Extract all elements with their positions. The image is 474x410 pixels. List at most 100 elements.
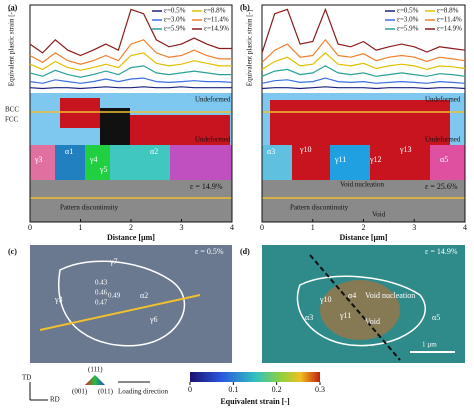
ipf-label: (111) (88, 366, 103, 374)
sem-image (262, 180, 465, 222)
loading-label: Loading direction (118, 388, 168, 396)
undeformed-label: Undeformed (425, 96, 461, 104)
void-nucleation: Void nucleation (365, 291, 415, 300)
legend-label: ε=5.9% (397, 25, 419, 33)
series-line (29, 65, 232, 78)
grain-label: γ3 (54, 295, 63, 304)
y-axis-label: Equivalent plastic strain [-] (8, 10, 16, 86)
series-line (29, 39, 232, 65)
legend-label: ε=14.9% (204, 25, 229, 33)
colorbar-tick-label: 0 (188, 385, 192, 394)
legend-label: ε=5.9% (164, 25, 186, 33)
void-nucleation: Void nucleation (340, 181, 385, 189)
grain-label: γ13 (399, 145, 412, 154)
series-line (261, 38, 466, 63)
grain (110, 145, 170, 180)
scan-line (39, 294, 201, 331)
series-line (261, 7, 466, 54)
x-axis-label: Distance [µm] (340, 233, 388, 242)
x-tick-label: 3 (180, 223, 184, 232)
factor-label: 0.46 (95, 289, 108, 297)
series-line (29, 8, 232, 57)
legend-label: ε=14.9% (437, 25, 462, 33)
colorbar-tick-label: 0.2 (272, 385, 282, 394)
grain-label: γ11 (334, 155, 346, 164)
grain-label: γ10 (319, 295, 332, 304)
grain-label: γ7 (109, 257, 118, 266)
y-axis-label: Equivalent plastic strain [-] (246, 10, 254, 86)
grain (55, 145, 85, 180)
x-tick-label: 1 (311, 223, 315, 232)
factor-label: 0.49 (108, 292, 121, 300)
rd-label: RD (50, 396, 60, 404)
ipf-label: (001) (72, 388, 88, 396)
x-tick-label: 3 (412, 223, 416, 232)
void-label: Void (365, 317, 380, 326)
grain-label: α2 (150, 147, 158, 156)
grain-label: γ5 (99, 165, 108, 174)
grain-label: γ6 (149, 315, 158, 324)
colorbar (190, 372, 320, 382)
strain-label: ε = 14.9% (190, 182, 223, 191)
grain (170, 145, 232, 180)
panel-label: (a) (8, 3, 18, 12)
strain-hotspot (320, 280, 400, 340)
colorbar-label: Equivalent strain [-] (220, 397, 290, 406)
legend-label: ε=11.4% (204, 16, 229, 24)
grain (262, 145, 292, 180)
grain-label: γ12 (369, 155, 382, 164)
strain-label: ε = 25.6% (425, 182, 458, 191)
grain-label: γ11 (339, 311, 351, 320)
grain-label: α4 (348, 291, 356, 300)
phase-label: BCC (5, 106, 19, 114)
series-line (261, 52, 466, 71)
grain-label: α5 (440, 155, 448, 164)
x-tick-label: 4 (230, 223, 234, 232)
series-line (29, 52, 232, 71)
grain-label: α3 (267, 147, 275, 156)
dashed-line (309, 254, 401, 361)
grain-label: γ4 (89, 155, 98, 164)
ipf-label: (011) (98, 388, 114, 396)
grain-label: α5 (432, 313, 440, 322)
legend-label: ε=0.5% (397, 7, 419, 15)
grain-boundary (57, 260, 186, 347)
void-label: Void (372, 211, 386, 219)
x-tick-label: 2 (129, 223, 133, 232)
panel-label: (c) (8, 247, 17, 256)
grain-boundary (296, 275, 426, 347)
panel-label: (d) (240, 247, 250, 256)
legend-label: ε=0.5% (164, 7, 186, 15)
grain (85, 145, 110, 180)
grain-label: α2 (140, 291, 148, 300)
series-line (261, 86, 466, 90)
legend-label: ε=3.0% (397, 16, 419, 24)
series-line (29, 77, 233, 84)
undeformed-label: Undeformed (195, 96, 231, 104)
series-line (261, 65, 466, 77)
grain (330, 145, 370, 180)
note: Pattern discontinuity (60, 204, 119, 212)
boundary-region (100, 108, 130, 145)
x-tick-label: 1 (79, 223, 83, 232)
series-line (29, 86, 232, 90)
factor-label: 0.47 (95, 299, 108, 307)
legend-label: ε=8.8% (437, 7, 459, 15)
sem-image (30, 180, 232, 222)
undeformed-label: Undeformed (425, 136, 461, 144)
grain-label: γ3 (34, 155, 43, 164)
factor-label: 0.43 (95, 279, 108, 287)
legend-label: ε=3.0% (164, 16, 186, 24)
fcc-region (270, 100, 450, 145)
x-axis-label: Distance [µm] (107, 233, 155, 242)
scale-label: 1 µm (422, 341, 437, 349)
series-line (261, 77, 466, 84)
x-tick-label: 0 (260, 223, 264, 232)
colorbar-tick-label: 0.3 (315, 385, 325, 394)
phase-label: FCC (5, 116, 19, 124)
legend-label: ε=11.4% (437, 16, 462, 24)
ipf-triangle (85, 375, 105, 385)
image-layout (29, 93, 465, 401)
x-tick-label: 4 (463, 223, 467, 232)
